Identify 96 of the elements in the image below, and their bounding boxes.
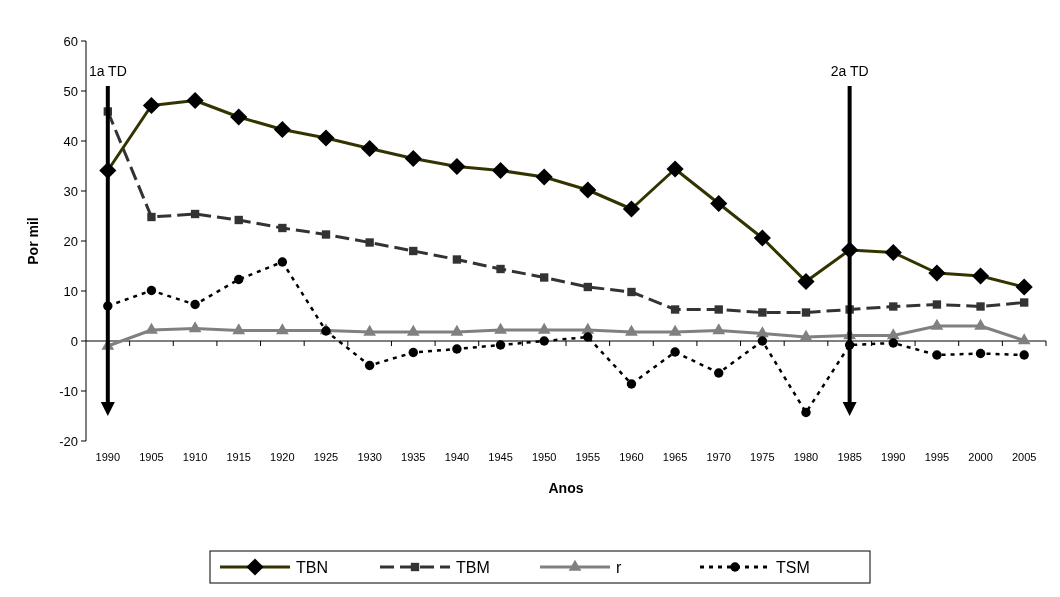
point: [668, 324, 682, 336]
point: [190, 209, 200, 219]
x-tick-label: 2005: [1011, 451, 1037, 463]
x-tick-label: 1950: [531, 451, 557, 463]
x-tick-label: 1945: [488, 451, 513, 463]
point: [583, 332, 593, 342]
point: [406, 324, 420, 336]
point: [188, 321, 202, 333]
point: [889, 302, 898, 311]
legend-label: TBN: [296, 558, 328, 576]
x-tick-label: 1990: [95, 451, 121, 463]
x-tick-label: 1915: [226, 451, 251, 463]
point: [625, 324, 638, 336]
point: [932, 300, 942, 309]
point: [758, 308, 767, 317]
point: [278, 223, 287, 233]
y-tick-label: 50: [63, 83, 78, 99]
legend-label: TBM: [456, 558, 490, 576]
point: [539, 336, 549, 346]
point: [452, 344, 462, 354]
y-tick-label: 20: [63, 233, 78, 249]
point: [757, 336, 768, 346]
y-tick-label: 30: [63, 183, 78, 199]
point: [801, 407, 811, 418]
point: [276, 323, 289, 335]
point: [1020, 298, 1029, 307]
x-tick-label: 1985: [837, 451, 862, 463]
point: [975, 348, 986, 359]
x-tick-label: 1930: [357, 451, 382, 463]
point: [714, 305, 723, 314]
point: [886, 328, 900, 340]
point: [321, 230, 331, 239]
point: [799, 329, 813, 341]
point: [450, 324, 464, 336]
x-tick-label: 2000: [968, 451, 993, 463]
point: [1017, 333, 1031, 345]
point: [930, 318, 944, 330]
point: [408, 347, 418, 358]
point: [670, 305, 680, 314]
point: [364, 360, 375, 371]
x-tick-label: 1960: [619, 451, 644, 463]
point: [234, 215, 243, 225]
y-tick-label: -20: [59, 433, 78, 449]
x-tick-label: 1955: [575, 451, 601, 463]
point: [583, 282, 592, 292]
x-tick-label: 1970: [706, 451, 731, 463]
x-tick-label: 1965: [662, 451, 688, 463]
point: [670, 347, 680, 357]
point: [627, 287, 636, 297]
point: [976, 302, 985, 311]
point: [234, 274, 244, 285]
point: [801, 308, 811, 317]
point: [540, 273, 549, 282]
point: [232, 323, 246, 335]
ref-line-label: 1a TD: [88, 63, 127, 79]
point: [190, 299, 200, 310]
point: [932, 350, 942, 360]
y-tick-label: 0: [70, 333, 78, 349]
x-tick-label: 1905: [139, 451, 164, 463]
point: [1019, 350, 1029, 360]
point: [496, 264, 505, 274]
x-tick-label: 1940: [444, 451, 470, 463]
point: [277, 257, 288, 267]
legend-label: TSM: [776, 558, 810, 576]
point: [495, 340, 506, 350]
x-tick-label: 1920: [270, 451, 295, 463]
y-tick-label: 10: [63, 283, 78, 299]
point: [365, 238, 374, 247]
point: [494, 322, 507, 334]
point: [756, 326, 769, 338]
x-tick-label: 1980: [793, 451, 819, 463]
point: [888, 338, 898, 348]
point: [409, 246, 418, 256]
point: [452, 255, 462, 264]
point: [714, 368, 724, 378]
y-tick-label: -10: [59, 383, 78, 399]
x-tick-label: 1995: [924, 451, 950, 463]
x-tick-label: 1975: [750, 451, 775, 463]
y-tick-label: 60: [63, 33, 78, 49]
x-tick-label: 1935: [401, 451, 426, 463]
legend-label: r: [616, 558, 622, 576]
point: [147, 212, 156, 222]
x-tick-label: 1925: [313, 451, 339, 463]
x-tick-label: 1910: [182, 451, 208, 463]
y-axis-title: Por mil: [25, 217, 41, 265]
point: [712, 323, 726, 335]
x-tick-label: 1990: [881, 451, 906, 463]
point: [974, 318, 987, 330]
point: [626, 379, 637, 389]
point: [145, 322, 158, 334]
point: [146, 285, 157, 296]
point: [537, 322, 551, 334]
x-axis-title: Anos: [548, 480, 584, 496]
ref-line-label: 2a TD: [830, 63, 869, 79]
y-tick-label: 40: [63, 133, 78, 149]
point: [363, 324, 376, 336]
